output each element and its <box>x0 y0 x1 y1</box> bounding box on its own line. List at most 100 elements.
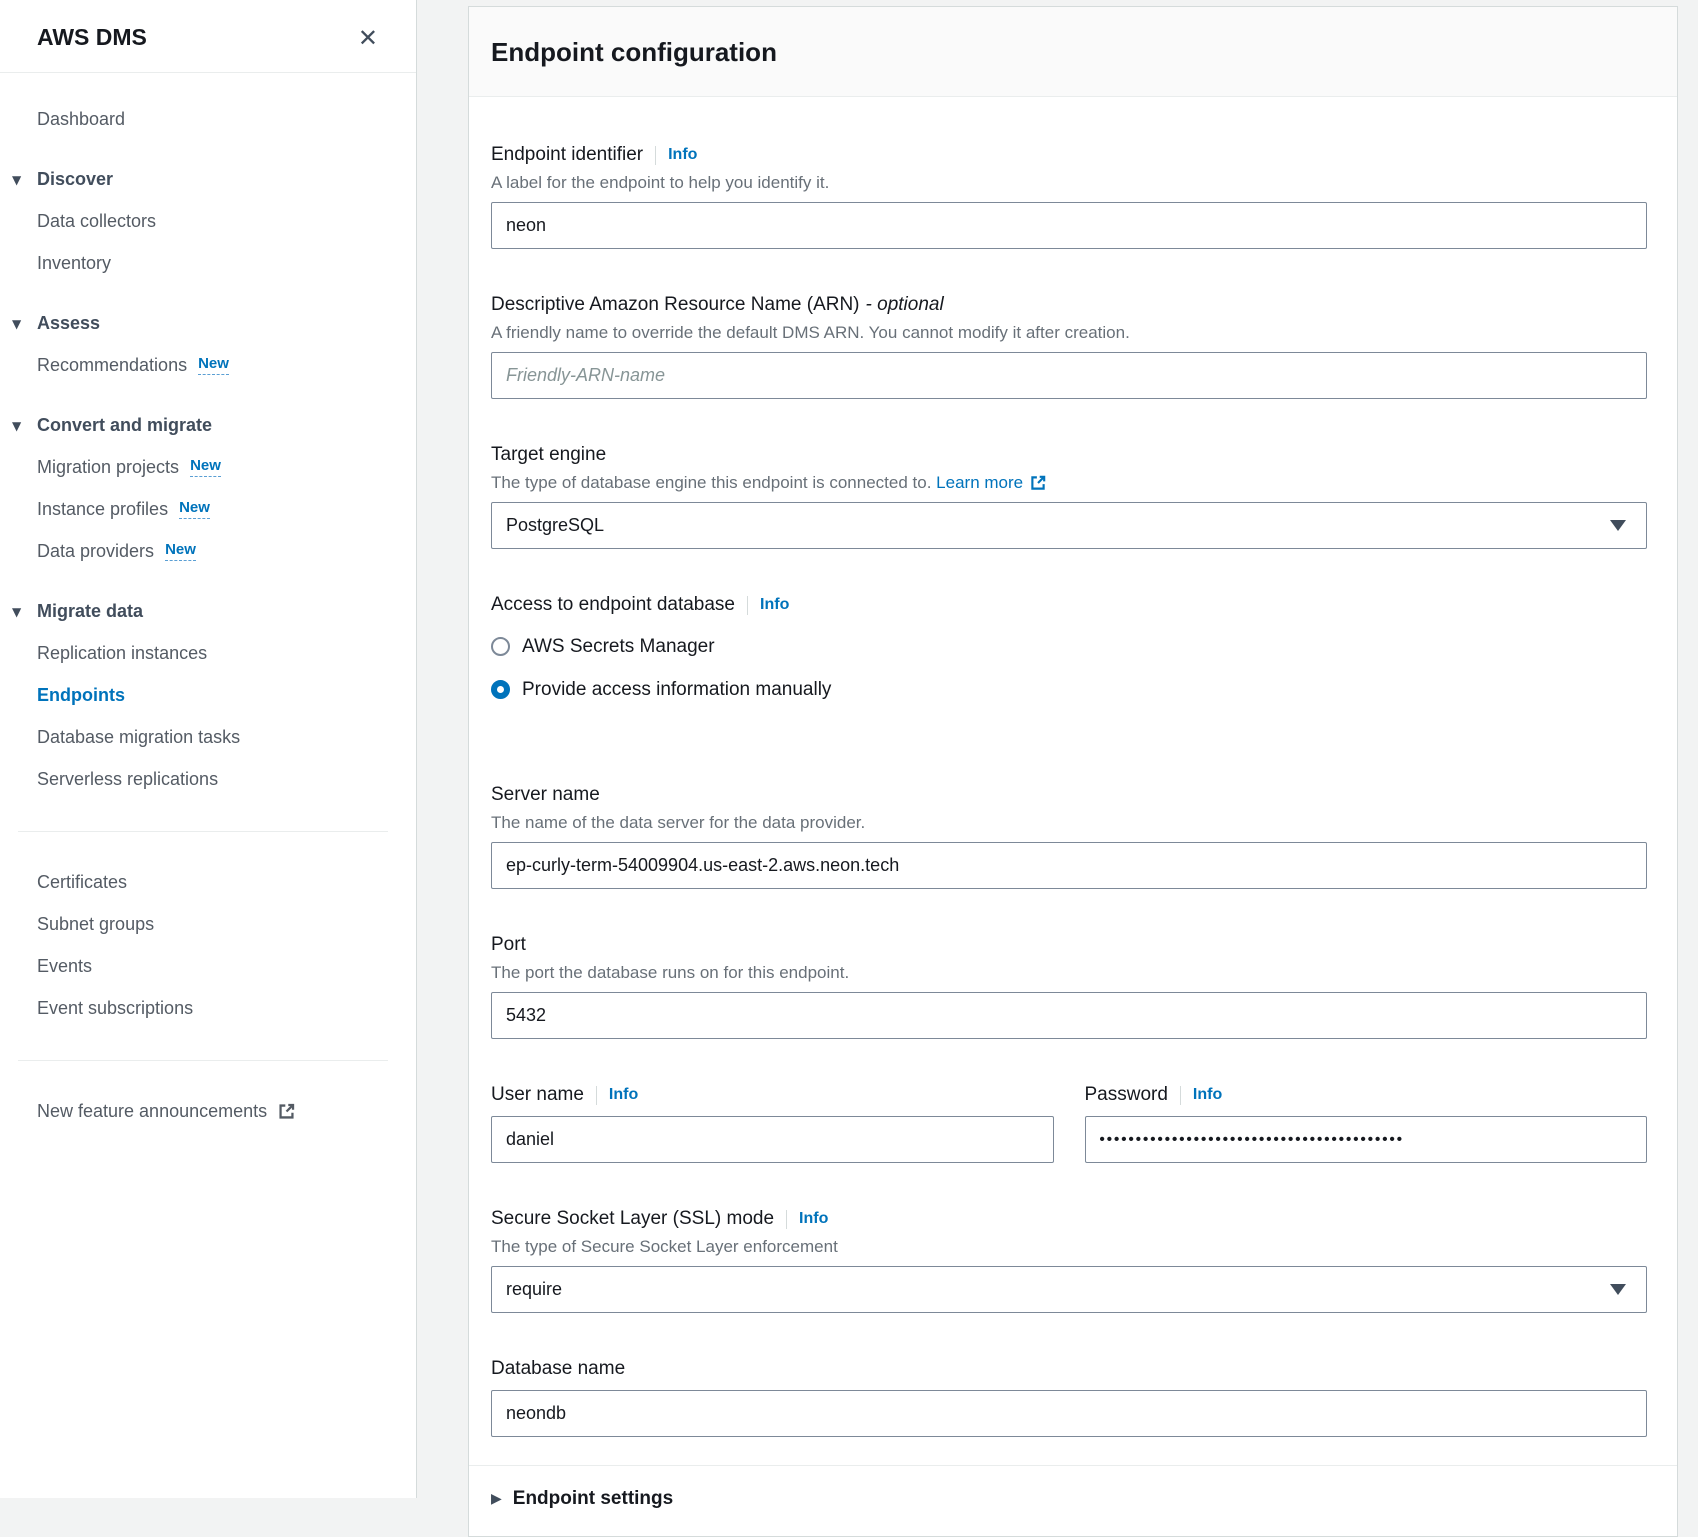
sidebar-item-recommendations[interactable]: Recommendations New <box>0 345 416 387</box>
password-label: Password <box>1084 1084 1168 1105</box>
label-separator <box>595 1085 597 1105</box>
external-link-icon <box>1031 475 1046 490</box>
endpoint-settings-expander[interactable]: ▶ Endpoint settings <box>469 1465 1677 1536</box>
sidebar-item-serverless-replications[interactable]: Serverless replications <box>37 769 219 789</box>
sidebar-item-database-migration-tasks[interactable]: Database migration tasks <box>37 727 241 747</box>
info-link[interactable]: Info <box>1192 1086 1223 1103</box>
database-name-input[interactable] <box>491 1390 1647 1437</box>
sidebar-item-certificates[interactable]: Certificates <box>37 872 128 892</box>
field-port: Port The port the database runs on for t… <box>491 933 1647 1039</box>
field-access-to-endpoint-database: Access to endpoint database Info AWS Sec… <box>491 593 1647 703</box>
sidebar-nav: Dashboard ▼ Discover Data collectors Inv… <box>0 73 416 1133</box>
sidebar-item-endpoints[interactable]: Endpoints <box>37 685 125 705</box>
server-name-description: The name of the data server for the data… <box>491 813 866 832</box>
radio-unselected-icon <box>491 637 510 656</box>
sidebar-item-label: Instance profiles <box>37 499 169 519</box>
label-separator <box>1179 1085 1181 1105</box>
arn-label: Descriptive Amazon Resource Name (ARN) <box>491 294 860 315</box>
port-label: Port <box>491 934 526 955</box>
card-header: Endpoint configuration <box>469 7 1677 97</box>
info-link[interactable]: Info <box>608 1086 639 1103</box>
chevron-down-icon: ▼ <box>12 172 22 187</box>
sidebar-item-events[interactable]: Events <box>37 956 93 976</box>
sidebar-item-label: Migration projects <box>37 457 180 477</box>
info-link[interactable]: Info <box>668 146 698 163</box>
password-input[interactable] <box>1084 1116 1647 1163</box>
ssl-mode-label: Secure Socket Layer (SSL) mode <box>491 1208 775 1229</box>
sidebar-section-assess[interactable]: ▼ Assess <box>0 303 416 345</box>
target-engine-description: The type of database engine this endpoin… <box>491 472 1647 493</box>
sidebar-section-discover[interactable]: ▼ Discover <box>0 159 416 201</box>
radio-aws-secrets-manager[interactable]: AWS Secrets Manager <box>491 633 1647 660</box>
section-label: Assess <box>37 313 101 333</box>
ssl-mode-select[interactable]: require <box>491 1266 1647 1313</box>
sidebar-item-data-providers[interactable]: Data providers New <box>0 531 416 573</box>
sidebar-item-migration-projects[interactable]: Migration projects New <box>0 447 416 489</box>
sidebar-item-inventory[interactable]: Inventory <box>37 253 112 273</box>
user-name-label: User name <box>491 1084 584 1105</box>
field-database-name: Database name <box>491 1357 1647 1437</box>
chevron-down-icon: ▼ <box>12 604 22 619</box>
close-icon[interactable]: ✕ <box>357 23 378 52</box>
section-label: Convert and migrate <box>37 415 213 435</box>
sidebar-item-data-collectors[interactable]: Data collectors <box>37 211 157 231</box>
user-name-input[interactable] <box>491 1116 1054 1163</box>
server-name-label: Server name <box>491 784 600 805</box>
divider <box>18 1060 388 1061</box>
credentials-row: User name Info Password Info <box>491 1083 1647 1163</box>
database-name-label: Database name <box>491 1358 626 1379</box>
new-badge: New <box>198 356 229 375</box>
field-endpoint-identifier: Endpoint identifier Info A label for the… <box>491 143 1647 249</box>
chevron-down-icon <box>1610 1284 1626 1295</box>
field-descriptive-arn: Descriptive Amazon Resource Name (ARN) -… <box>491 293 1647 399</box>
port-description: The port the database runs on for this e… <box>491 963 850 982</box>
sidebar-item-subnet-groups[interactable]: Subnet groups <box>37 914 155 934</box>
sidebar-item-dashboard[interactable]: Dashboard <box>37 109 126 129</box>
sidebar-item-replication-instances[interactable]: Replication instances <box>37 643 208 663</box>
chevron-right-icon: ▶ <box>491 1491 502 1507</box>
chevron-down-icon <box>1610 520 1626 531</box>
sidebar-title: AWS DMS <box>37 24 147 50</box>
sidebar-header: AWS DMS ✕ <box>0 0 416 73</box>
chevron-down-icon: ▼ <box>12 316 22 331</box>
ssl-mode-description: The type of Secure Socket Layer enforcem… <box>491 1237 838 1256</box>
sidebar-section-convert-and-migrate[interactable]: ▼ Convert and migrate <box>0 405 416 447</box>
label-separator <box>786 1209 788 1229</box>
arn-optional-suffix: - optional <box>865 294 944 315</box>
target-engine-select[interactable]: PostgreSQL <box>491 502 1647 549</box>
card-body: Endpoint identifier Info A label for the… <box>469 97 1677 1437</box>
sidebar-item-instance-profiles[interactable]: Instance profiles New <box>0 489 416 531</box>
new-badge: New <box>165 542 196 561</box>
endpoint-configuration-card: Endpoint configuration Endpoint identifi… <box>468 6 1678 1537</box>
label-separator <box>655 145 657 165</box>
port-input[interactable] <box>491 992 1647 1039</box>
sidebar-item-label: Data providers <box>37 541 155 561</box>
target-engine-label: Target engine <box>491 444 607 465</box>
sidebar-section-migrate-data[interactable]: ▼ Migrate data <box>0 591 416 633</box>
field-server-name: Server name The name of the data server … <box>491 783 1647 889</box>
radio-selected-icon <box>491 680 510 699</box>
ssl-mode-value: require <box>506 1279 563 1299</box>
server-name-input[interactable] <box>491 842 1647 889</box>
info-link[interactable]: Info <box>799 1210 829 1227</box>
endpoint-identifier-input[interactable] <box>491 202 1647 249</box>
label-separator <box>747 595 749 615</box>
sidebar-item-label: Recommendations <box>37 355 188 375</box>
endpoint-identifier-description: A label for the endpoint to help you ide… <box>491 173 830 192</box>
field-ssl-mode: Secure Socket Layer (SSL) mode Info The … <box>491 1207 1647 1313</box>
sidebar-item-event-subscriptions[interactable]: Event subscriptions <box>37 998 194 1018</box>
info-link[interactable]: Info <box>760 596 790 613</box>
radio-provide-access-manually[interactable]: Provide access information manually <box>491 676 1647 703</box>
learn-more-link[interactable]: Learn more <box>936 472 1047 493</box>
page-title: Endpoint configuration <box>491 37 777 67</box>
friendly-arn-input[interactable] <box>491 352 1647 399</box>
main-content: Endpoint configuration Endpoint identifi… <box>417 0 1698 1537</box>
sidebar: AWS DMS ✕ Dashboard ▼ Discover Data coll… <box>0 0 417 1498</box>
endpoint-identifier-label: Endpoint identifier <box>491 144 644 165</box>
sidebar-item-new-feature-announcements[interactable]: New feature announcements <box>0 1091 416 1133</box>
sidebar-item-label: New feature announcements <box>37 1101 268 1121</box>
field-password: Password Info <box>1084 1083 1647 1163</box>
access-label: Access to endpoint database <box>491 594 736 615</box>
target-engine-value: PostgreSQL <box>506 515 605 535</box>
